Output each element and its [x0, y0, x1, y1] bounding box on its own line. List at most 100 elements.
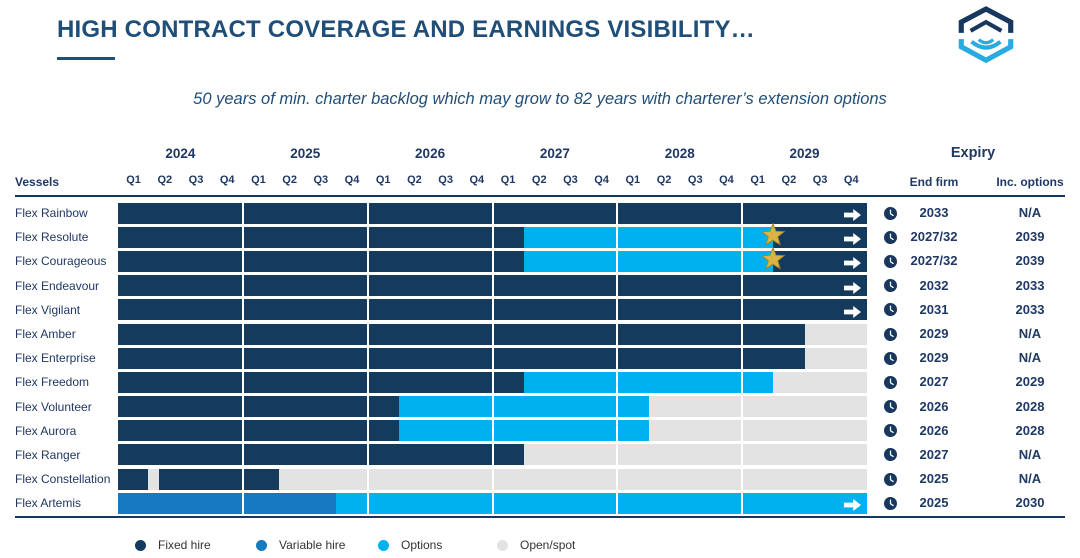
quarter-label: Q1 — [251, 174, 266, 186]
year-separator-line — [491, 201, 494, 516]
vessel-name: Flex Courageous — [15, 254, 107, 269]
contract-bar — [118, 420, 867, 442]
title-underline — [57, 57, 115, 60]
fixed-hire-segment — [118, 226, 524, 248]
end-firm-value: 2026 — [919, 422, 949, 438]
legend-item: Variable hire — [256, 538, 345, 552]
extension-option-star-icon — [760, 222, 786, 252]
clock-icon — [884, 303, 897, 317]
open-hire-segment — [804, 347, 867, 369]
vessel-name: Flex Resolute — [15, 230, 89, 245]
variable-hire-segment — [118, 492, 337, 514]
inc-options-value: 2039 — [1015, 253, 1045, 269]
inc-options-value: N/A — [1018, 325, 1042, 341]
vessel-name: Flex Ranger — [15, 447, 81, 462]
expiry-column-group-header: Expiry — [950, 145, 996, 161]
header-divider-line — [15, 195, 1065, 197]
clock-icon — [884, 400, 897, 414]
contract-bar — [118, 371, 867, 393]
continuation-arrow-icon — [844, 208, 861, 226]
continuation-arrow-icon — [844, 498, 861, 516]
quarter-label: Q2 — [656, 174, 672, 186]
options-hire-segment — [398, 420, 649, 442]
contract-bar — [118, 347, 867, 369]
table-row: Flex Endeavour 2032 2033 — [0, 274, 1080, 298]
end-firm-value: 2031 — [919, 301, 949, 317]
clock-icon — [884, 424, 897, 438]
vessels-column-header: Vessels — [15, 175, 60, 189]
quarter-label: Q1 — [625, 174, 641, 186]
clock-icon — [884, 327, 897, 341]
inc-options-value: N/A — [1018, 350, 1042, 366]
quarter-label: Q1 — [500, 174, 516, 186]
end-firm-value: 2026 — [919, 398, 949, 414]
end-firm-value: 2025 — [919, 471, 949, 487]
table-row: Flex Ranger 2027 N/A — [0, 443, 1080, 467]
legend-label: Fixed hire — [158, 538, 211, 552]
inc-options-value: 2039 — [1015, 229, 1045, 245]
year-label: 2027 — [539, 146, 570, 161]
quarter-label: Q2 — [282, 174, 297, 186]
fixed-hire-segment — [118, 347, 805, 369]
vessel-name: Flex Artemis — [15, 496, 82, 511]
extension-option-star-icon — [760, 246, 786, 276]
year-label: 2029 — [789, 146, 820, 161]
legend-label: Variable hire — [279, 538, 346, 552]
fixed-hire-segment — [118, 468, 148, 490]
vessel-name: Flex Aurora — [15, 423, 77, 438]
fixed-hire-segment — [118, 250, 524, 272]
open-hire-segment — [648, 420, 867, 442]
vessel-name: Flex Amber — [15, 326, 76, 341]
year-separator-line — [241, 201, 244, 516]
open-hire-segment — [804, 323, 867, 345]
table-row: Flex Resolute 2027/32 2039 — [0, 222, 1080, 252]
vessel-name: Flex Vigilant — [15, 302, 81, 317]
fixed-hire-segment — [773, 250, 867, 272]
end-firm-column-header: End firm — [909, 175, 959, 189]
clock-icon — [884, 206, 897, 220]
vessel-name: Flex Volunteer — [15, 399, 92, 414]
contract-bar — [118, 444, 867, 466]
quarter-label: Q3 — [563, 174, 578, 186]
fixed-hire-segment — [158, 468, 279, 490]
inc-options-value: 2033 — [1015, 277, 1045, 293]
table-row: Flex Volunteer 2026 2028 — [0, 395, 1080, 419]
options-legend-dot-icon — [378, 539, 389, 551]
quarter-label: Q4 — [719, 174, 734, 186]
inc-options-value: 2028 — [1015, 422, 1045, 438]
year-separator-line — [366, 201, 369, 516]
contract-bar — [118, 250, 867, 274]
years-header-row: 2024 2025 2026 2027 2028 2029 — [118, 146, 867, 161]
table-row: Flex Constellation 2025 N/A — [0, 467, 1080, 491]
clock-icon — [884, 472, 897, 486]
year-label: 2025 — [290, 146, 321, 161]
page-title: HIGH CONTRACT COVERAGE AND EARNINGS VISI… — [57, 16, 755, 43]
quarter-label: Q1 — [375, 174, 391, 186]
contract-bar — [118, 226, 867, 248]
clock-icon — [884, 496, 897, 510]
year-label: 2028 — [664, 146, 695, 161]
end-firm-value: 2027 — [919, 374, 949, 390]
end-firm-value: 2027/32 — [910, 253, 958, 269]
open-hire-segment — [648, 396, 867, 418]
quarter-label: Q3 — [188, 174, 204, 186]
legend-item: Options — [378, 538, 442, 552]
legend-label: Open/spot — [520, 538, 576, 552]
inc-options-value: 2033 — [1015, 301, 1045, 317]
end-firm-value: 2027 — [919, 446, 949, 462]
table-row: Flex Amber 2029 N/A — [0, 322, 1080, 346]
fixed-hire-segment — [118, 371, 524, 393]
legend-label: Options — [401, 538, 443, 552]
table-row: Flex Enterprise 2029 N/A — [0, 346, 1080, 370]
contract-bar — [118, 323, 867, 345]
clock-icon — [884, 279, 897, 293]
fixed-hire-segment — [118, 420, 399, 442]
quarter-label: Q3 — [812, 174, 828, 186]
fixed-hire-segment — [773, 226, 867, 248]
legend-item: Fixed hire — [135, 538, 211, 552]
clock-icon — [884, 351, 897, 365]
quarter-label: Q4 — [843, 174, 859, 186]
contract-bar — [118, 492, 867, 516]
continuation-arrow-icon — [844, 256, 861, 274]
